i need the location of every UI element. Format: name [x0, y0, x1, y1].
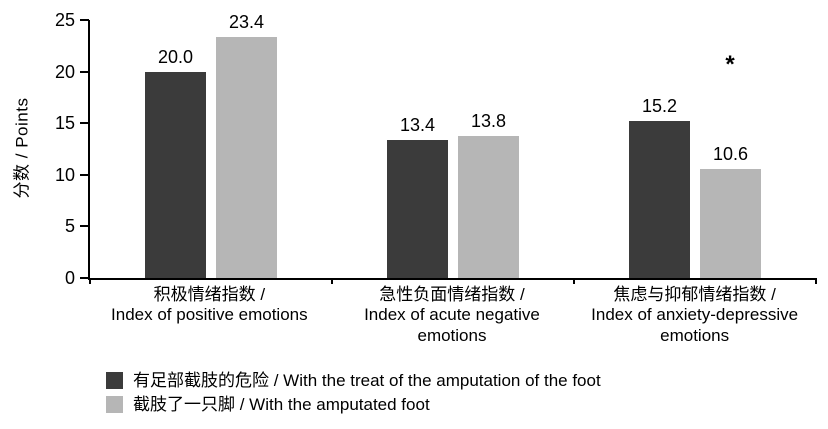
y-axis-title: 分数 / Points — [12, 97, 32, 199]
plot-area: 0 5 10 15 20 25 20.0 23.4 13.4 13.8 15.2 10.6 * — [55, 11, 817, 287]
category-label: 焦虑与抑郁情绪指数 / Index of anxiety-depressive em… — [573, 285, 816, 346]
bar-pair: 13.4 13.8 — [386, 20, 519, 278]
bar-value-label: 13.4 — [399, 114, 436, 135]
category-label-line: Index of acute negative — [364, 305, 540, 325]
bar-value-label: 13.8 — [470, 110, 507, 131]
x-axis-tick — [89, 278, 91, 284]
y-axis-tick — [80, 122, 89, 125]
category-label-line: 急性负面情绪指数 / — [379, 285, 525, 304]
category-label-line: 焦虑与抑郁情绪指数 / — [613, 285, 776, 304]
y-axis-tick — [80, 225, 89, 228]
y-axis-tick-label: 25 — [54, 10, 75, 30]
category-label-line: emotions — [660, 325, 730, 345]
y-axis-tick — [80, 19, 89, 21]
bar-pair: 20.0 23.4 — [144, 12, 277, 278]
y-axis-tick-label: 5 — [64, 216, 75, 237]
category-label-line: 积极情绪指数 / — [153, 285, 266, 304]
y-axis-tick — [80, 70, 89, 73]
y-axis-tick-label: 0 — [64, 268, 75, 288]
bar: 10.6 — [699, 144, 761, 278]
y-axis-tick — [80, 277, 89, 279]
bar: 15.2 — [628, 96, 690, 278]
category-label: 积极情绪指数 / Index of positive emotions — [88, 285, 331, 346]
y-axis-tick-label: 20 — [54, 61, 75, 82]
legend-label: 截肢了一只脚 / With the amputated foot — [133, 395, 430, 414]
legend-swatch — [106, 396, 123, 413]
bar-value-label: 20.0 — [157, 46, 194, 67]
bar: 13.8 — [457, 111, 519, 278]
category-label: 急性负面情绪指数 / Index of acute negative emotion… — [331, 285, 574, 346]
bar-group: 13.4 13.8 — [332, 20, 574, 278]
y-axis-tick-label: 15 — [54, 113, 75, 134]
legend: 有足部截肢的危险 / With the treat of the amputat… — [106, 372, 601, 413]
x-axis-labels: 积极情绪指数 / Index of positive emotions 急性负面情绪… — [88, 285, 816, 346]
category-label-line: emotions — [417, 325, 487, 345]
bar: 23.4 — [215, 12, 277, 278]
bar-pair: 15.2 10.6 — [628, 20, 761, 278]
legend-swatch — [106, 372, 123, 389]
bar-group: 15.2 10.6 * — [574, 20, 816, 278]
significance-asterisk: * — [725, 50, 735, 78]
category-label-line: Index of anxiety-depressive — [591, 305, 799, 325]
x-axis-tick — [572, 278, 575, 284]
bar: 20.0 — [144, 47, 206, 278]
y-axis-tick-label: 10 — [54, 164, 75, 185]
bar-value-label: 15.2 — [641, 96, 678, 117]
y-axis-tick — [80, 173, 89, 176]
legend-item: 截肢了一只脚 / With the amputated foot — [106, 396, 601, 413]
bar-value-label: 23.4 — [228, 11, 265, 32]
legend-label: 有足部截肢的危险 / With the treat of the amputat… — [133, 371, 601, 390]
x-axis-tick — [815, 278, 817, 284]
legend-item: 有足部截肢的危险 / With the treat of the amputat… — [106, 372, 601, 389]
x-axis-tick — [330, 278, 333, 284]
bar-value-label: 10.6 — [712, 143, 749, 164]
bar: 13.4 — [386, 115, 448, 278]
category-label-line: Index of positive emotions — [111, 305, 308, 325]
bar-group: 20.0 23.4 — [90, 12, 332, 278]
